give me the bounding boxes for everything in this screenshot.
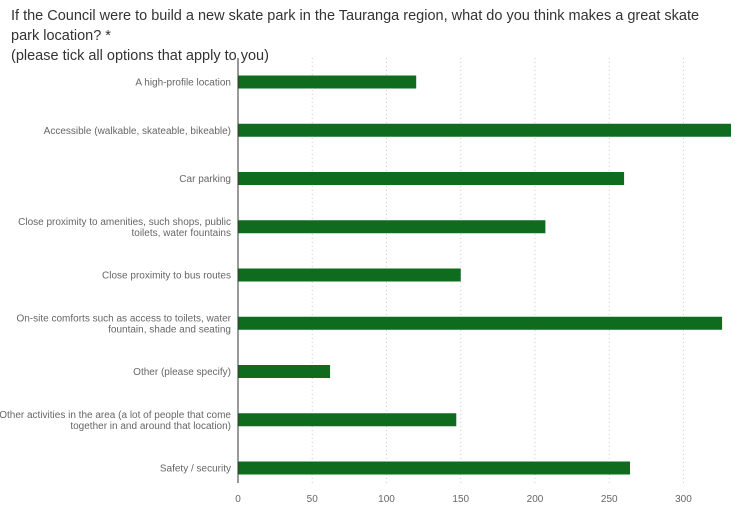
category-label: Other (please specify) — [133, 367, 231, 378]
x-tick-label: 300 — [675, 494, 692, 505]
x-tick-label: 150 — [452, 494, 469, 505]
category-label: Close proximity to bus routes — [102, 271, 231, 282]
bar — [238, 268, 461, 282]
question-line-1: If the Council were to build a new skate… — [11, 8, 700, 44]
category-label: Other activities in the area (a lot of p… — [0, 410, 231, 432]
category-label: On-site comforts such as access to toile… — [16, 313, 231, 335]
x-tick-label: 250 — [601, 494, 618, 505]
x-axis-ticks: 0 50 100 150 200 250 300 — [235, 494, 692, 505]
bar — [238, 461, 631, 475]
category-label: Car parking — [179, 174, 231, 185]
bar — [238, 123, 731, 137]
category-labels: A high-profile location Accessible (walka… — [0, 78, 232, 475]
x-tick-label: 50 — [307, 494, 319, 505]
category-label: Safety / security — [160, 464, 231, 475]
category-label: Accessible (walkable, skateable, bikeabl… — [44, 126, 231, 137]
bars — [238, 75, 731, 475]
x-tick-label: 100 — [378, 494, 395, 505]
question-line-2: (please tick all options that apply to y… — [11, 48, 269, 64]
bar — [238, 75, 417, 89]
bar — [238, 365, 331, 378]
x-tick-label: 0 — [235, 494, 241, 505]
x-tick-label: 200 — [527, 494, 544, 505]
bar — [238, 220, 546, 234]
category-label: A high-profile location — [135, 78, 231, 89]
question-text: If the Council were to build a new skate… — [11, 6, 731, 66]
category-label: Close proximity to amenities, such shops… — [18, 217, 231, 239]
bar — [238, 172, 625, 185]
bar — [238, 316, 723, 330]
bar — [238, 413, 457, 427]
